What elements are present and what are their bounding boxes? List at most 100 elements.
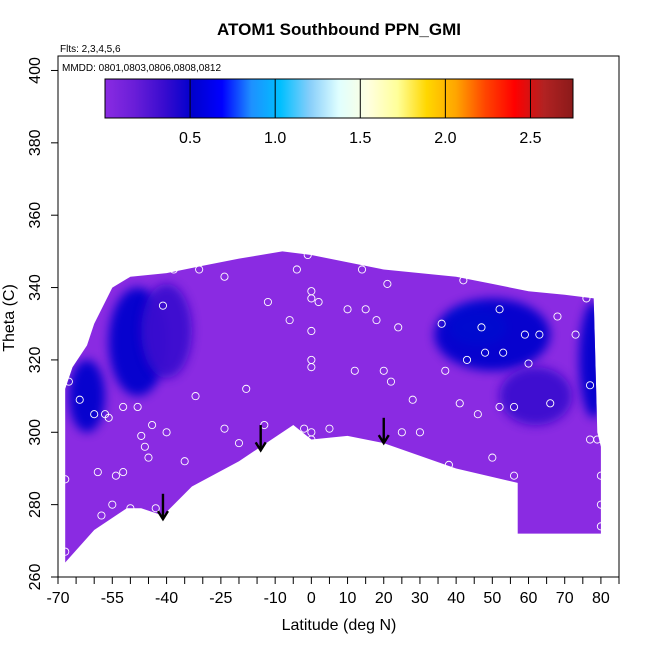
field-north-high-ring — [434, 298, 551, 371]
observation-point — [75, 395, 84, 404]
observation-point — [307, 435, 316, 444]
y-tick-label: 300 — [27, 419, 44, 446]
observation-point — [481, 348, 490, 357]
observation-point — [133, 402, 142, 412]
observation-point — [473, 410, 482, 419]
x-tick-label: 50 — [483, 590, 501, 607]
x-tick-label: 20 — [375, 590, 393, 607]
observation-point — [372, 316, 381, 325]
y-tick-label: 320 — [27, 346, 44, 373]
observation-point — [477, 323, 486, 332]
x-tick-label: 0 — [307, 590, 316, 607]
observation-point — [220, 272, 229, 281]
observation-point — [144, 453, 153, 462]
x-tick-label: 70 — [556, 590, 574, 607]
observation-point — [307, 326, 316, 336]
observation-point — [361, 305, 370, 314]
observation-point — [459, 276, 468, 285]
x-axis-label: Latitude (deg N) — [282, 617, 397, 634]
observation-point — [394, 323, 403, 332]
x-tick-label: 60 — [520, 590, 538, 607]
colorbar: 0.5 1.0 1.5 2.0 2.5 — [104, 78, 574, 147]
colorbar-tick-label: 0.5 — [179, 130, 201, 147]
down-arrow-marker — [156, 493, 169, 522]
observation-point — [350, 366, 359, 375]
plot-area — [61, 250, 605, 563]
x-tick-label: -55 — [101, 590, 124, 607]
observation-point — [593, 435, 602, 444]
observation-point — [307, 363, 316, 372]
observation-point — [303, 250, 312, 260]
observation-point — [180, 457, 189, 466]
down-arrow-marker — [377, 417, 390, 446]
y-tick-label: 340 — [27, 274, 44, 301]
field-north-edge-band — [579, 302, 601, 418]
observation-point — [488, 453, 497, 462]
observation-point — [220, 424, 229, 433]
observation-point — [137, 431, 146, 440]
colorbar-tick-label: 1.5 — [349, 130, 371, 147]
y-axis-label: Theta (C) — [1, 284, 18, 352]
observation-point — [462, 355, 472, 364]
y-tick-label: 400 — [27, 57, 44, 84]
observation-point — [111, 471, 120, 480]
x-tick-label: -70 — [46, 590, 69, 607]
observation-point — [386, 377, 396, 386]
observation-point — [444, 460, 453, 469]
y-tick-label: 280 — [27, 491, 44, 518]
field-south-midlat — [141, 283, 192, 379]
colorbar-gradient — [104, 78, 574, 119]
observation-point — [455, 399, 464, 408]
observation-point — [582, 294, 591, 303]
observation-point — [495, 402, 504, 412]
x-tick-label: -10 — [264, 590, 287, 607]
observation-point — [292, 265, 301, 274]
observation-point — [325, 424, 334, 433]
observation-point — [119, 468, 128, 477]
observation-point — [158, 301, 168, 310]
x-axis: -70 -55 -40 -25 -10 0 10 20 30 40 50 60 70 80 — [46, 576, 620, 607]
observation-point — [553, 312, 562, 321]
field-anomalies — [68, 283, 601, 433]
observation-point — [119, 402, 128, 412]
observation-point — [126, 504, 135, 513]
down-arrow-marker — [254, 425, 267, 453]
x-tick-label: 10 — [339, 590, 357, 607]
observation-point — [509, 471, 519, 480]
observation-point — [108, 500, 117, 509]
observation-point — [383, 279, 392, 288]
observation-point — [357, 265, 367, 274]
colorbar-ticks: 0.5 1.0 1.5 2.0 2.5 — [179, 79, 542, 147]
field-south-band-b — [68, 359, 106, 433]
observation-point — [343, 305, 352, 314]
observation-point — [585, 381, 595, 390]
observation-point — [169, 265, 178, 274]
observation-point — [195, 265, 204, 274]
observation-point — [408, 395, 417, 404]
chart-title: ATOM1 Southbound PPN_GMI — [217, 20, 461, 39]
observation-point — [596, 522, 605, 531]
x-tick-label: -40 — [155, 590, 178, 607]
observation-point — [61, 475, 70, 484]
observation-point — [535, 330, 544, 339]
observation-point — [263, 297, 272, 307]
observation-point — [499, 348, 508, 357]
observation-point — [596, 500, 605, 509]
observation-point — [191, 392, 200, 401]
observation-point — [104, 413, 113, 422]
field-north-midlat — [499, 367, 572, 426]
colorbar-tick-label: 2.5 — [519, 130, 541, 147]
observation-point — [426, 265, 435, 274]
observation-point — [314, 297, 323, 307]
observation-point — [140, 442, 149, 451]
observation-point — [596, 471, 605, 480]
y-axis: 260 280 300 320 340 360 380 400 — [27, 57, 59, 590]
flights-caption: Flts: 2,3,4,5,6 — [60, 44, 121, 55]
marker-arrows — [156, 417, 390, 522]
observation-point — [441, 366, 450, 375]
x-tick-label: 80 — [592, 590, 610, 607]
observation-point — [64, 377, 73, 386]
observation-point — [437, 265, 446, 274]
x-tick-label: 30 — [411, 590, 429, 607]
observation-point — [524, 359, 533, 368]
